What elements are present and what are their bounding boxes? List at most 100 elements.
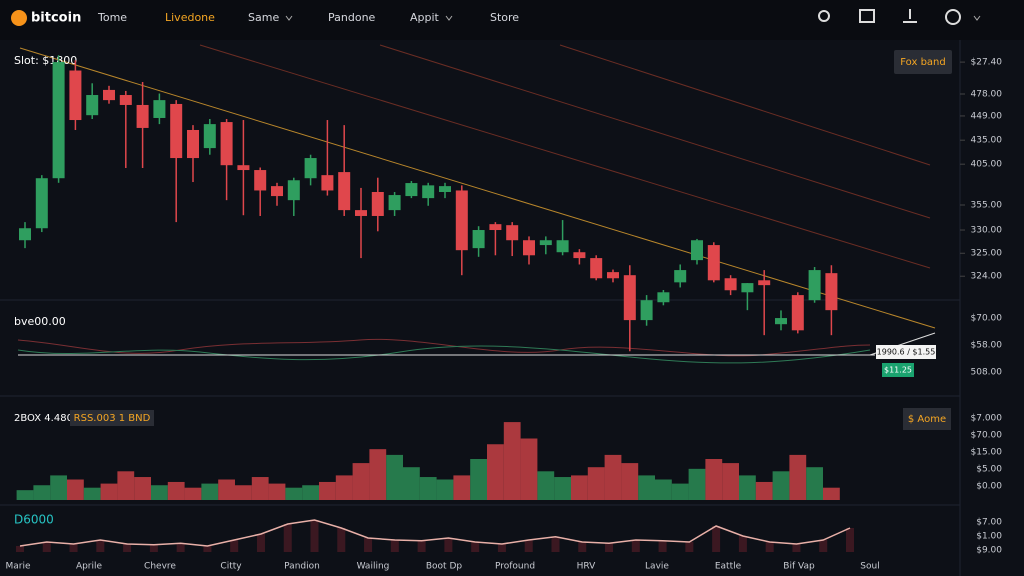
volume-bar xyxy=(655,479,672,500)
axis-label: 508.00 xyxy=(971,368,1003,378)
volume-bar xyxy=(184,487,202,500)
volume-bar xyxy=(755,481,773,500)
y-tick-label: 355.00 xyxy=(971,201,1003,211)
volume-bar xyxy=(235,485,252,500)
volume-bar xyxy=(268,483,286,500)
x-tick-label: Boot Dp xyxy=(426,562,463,572)
volume-bar xyxy=(705,459,723,500)
axis-label: $1.00 xyxy=(976,532,1002,542)
volume-bar xyxy=(218,479,235,500)
nav-item[interactable]: Appit xyxy=(410,11,440,24)
candle-body xyxy=(523,240,535,256)
candle-body xyxy=(405,183,418,197)
axis-label: $70.00 xyxy=(971,314,1003,324)
x-tick-label: Bif Vap xyxy=(783,562,815,572)
candle-body xyxy=(808,270,821,301)
oscillator-label: D6000 xyxy=(14,513,54,527)
trend-line xyxy=(19,47,936,329)
indicator-label: bve00.00 xyxy=(14,315,66,328)
candle-body xyxy=(86,95,99,116)
y-tick-label: 449.00 xyxy=(971,111,1003,121)
volume-bar xyxy=(50,475,67,500)
x-tick-label: Pandion xyxy=(284,562,320,572)
candle-body xyxy=(472,230,485,249)
x-tick-label: Profound xyxy=(495,562,535,572)
candle-body xyxy=(623,275,636,321)
candle-body xyxy=(775,318,787,325)
candle-body xyxy=(220,122,233,166)
candle-body xyxy=(422,185,435,199)
volume-bar xyxy=(537,471,555,500)
volume-bar xyxy=(201,483,219,500)
chart-title: Slot: $1800 xyxy=(14,54,77,67)
volume-bar xyxy=(100,483,118,500)
volume-bar xyxy=(335,475,353,500)
x-tick-label: Wailing xyxy=(357,562,390,572)
x-tick-label: HRV xyxy=(577,562,597,572)
nav-item[interactable]: Pandone xyxy=(328,11,376,24)
candle-body xyxy=(119,95,132,105)
candle-body xyxy=(539,240,552,246)
badge xyxy=(882,363,914,377)
candle-body xyxy=(506,225,519,241)
top-bar xyxy=(0,0,1024,40)
nav-item[interactable]: Livedone xyxy=(165,11,215,24)
axis-label: $7.00 xyxy=(976,518,1002,528)
logo[interactable]: bitcoin xyxy=(31,11,81,26)
volume-bar xyxy=(520,438,538,500)
candle-body xyxy=(388,195,401,211)
oscillator-line xyxy=(19,519,851,547)
button[interactable] xyxy=(894,50,952,74)
volume-bar xyxy=(621,463,639,500)
volume-bar xyxy=(16,490,34,500)
volume-bar xyxy=(251,477,269,500)
candle-body xyxy=(287,180,300,201)
folder-icon[interactable] xyxy=(859,9,875,23)
volume-bar xyxy=(369,449,387,500)
candle-body xyxy=(355,210,367,216)
candle-body xyxy=(170,103,183,159)
candle-body xyxy=(640,300,653,321)
candle-body xyxy=(573,252,586,259)
volume-bar xyxy=(302,485,319,500)
volume-bar xyxy=(823,487,840,500)
button-label[interactable]: $ Aome xyxy=(908,414,946,425)
volume-bar xyxy=(436,479,454,500)
y-tick-label: $27.40 xyxy=(971,58,1003,68)
button[interactable] xyxy=(903,408,951,430)
y-tick-label: 478.00 xyxy=(971,89,1003,99)
candle-body xyxy=(724,278,737,291)
candle-body xyxy=(338,172,351,211)
volume-bar xyxy=(487,444,504,500)
volume-bar xyxy=(638,475,655,500)
volume-bar xyxy=(789,454,807,500)
download-icon[interactable] xyxy=(903,9,917,23)
candle-body xyxy=(371,191,384,216)
volume-bar xyxy=(571,475,588,500)
candle-body xyxy=(556,240,569,253)
dropdown-arrows xyxy=(285,15,981,21)
candle-body xyxy=(19,228,31,241)
x-tick-label: Eattle xyxy=(715,562,742,572)
axis-label: $5.00 xyxy=(976,465,1002,475)
candle-body xyxy=(439,186,451,192)
button-label[interactable]: Fox band xyxy=(900,57,945,68)
badge-label: 1990.6 / $1.55 xyxy=(877,348,936,357)
search-icon[interactable] xyxy=(818,10,830,22)
volume-bar xyxy=(386,454,403,500)
subtitle: Tome xyxy=(97,11,127,24)
candle-body xyxy=(657,292,670,303)
volume-bar xyxy=(319,481,336,500)
candle-body xyxy=(203,124,216,149)
nav-item[interactable]: Same xyxy=(248,11,279,24)
y-tick-label: 405.00 xyxy=(971,160,1003,170)
nav-item[interactable]: Store xyxy=(490,11,519,24)
volume-bar xyxy=(167,481,185,500)
settings-icon[interactable] xyxy=(945,9,961,25)
x-tick-label: Chevre xyxy=(144,562,176,572)
badge xyxy=(876,345,936,359)
channel-line xyxy=(199,44,931,269)
candle-body xyxy=(674,270,687,283)
x-tick-label: Citty xyxy=(220,562,242,572)
